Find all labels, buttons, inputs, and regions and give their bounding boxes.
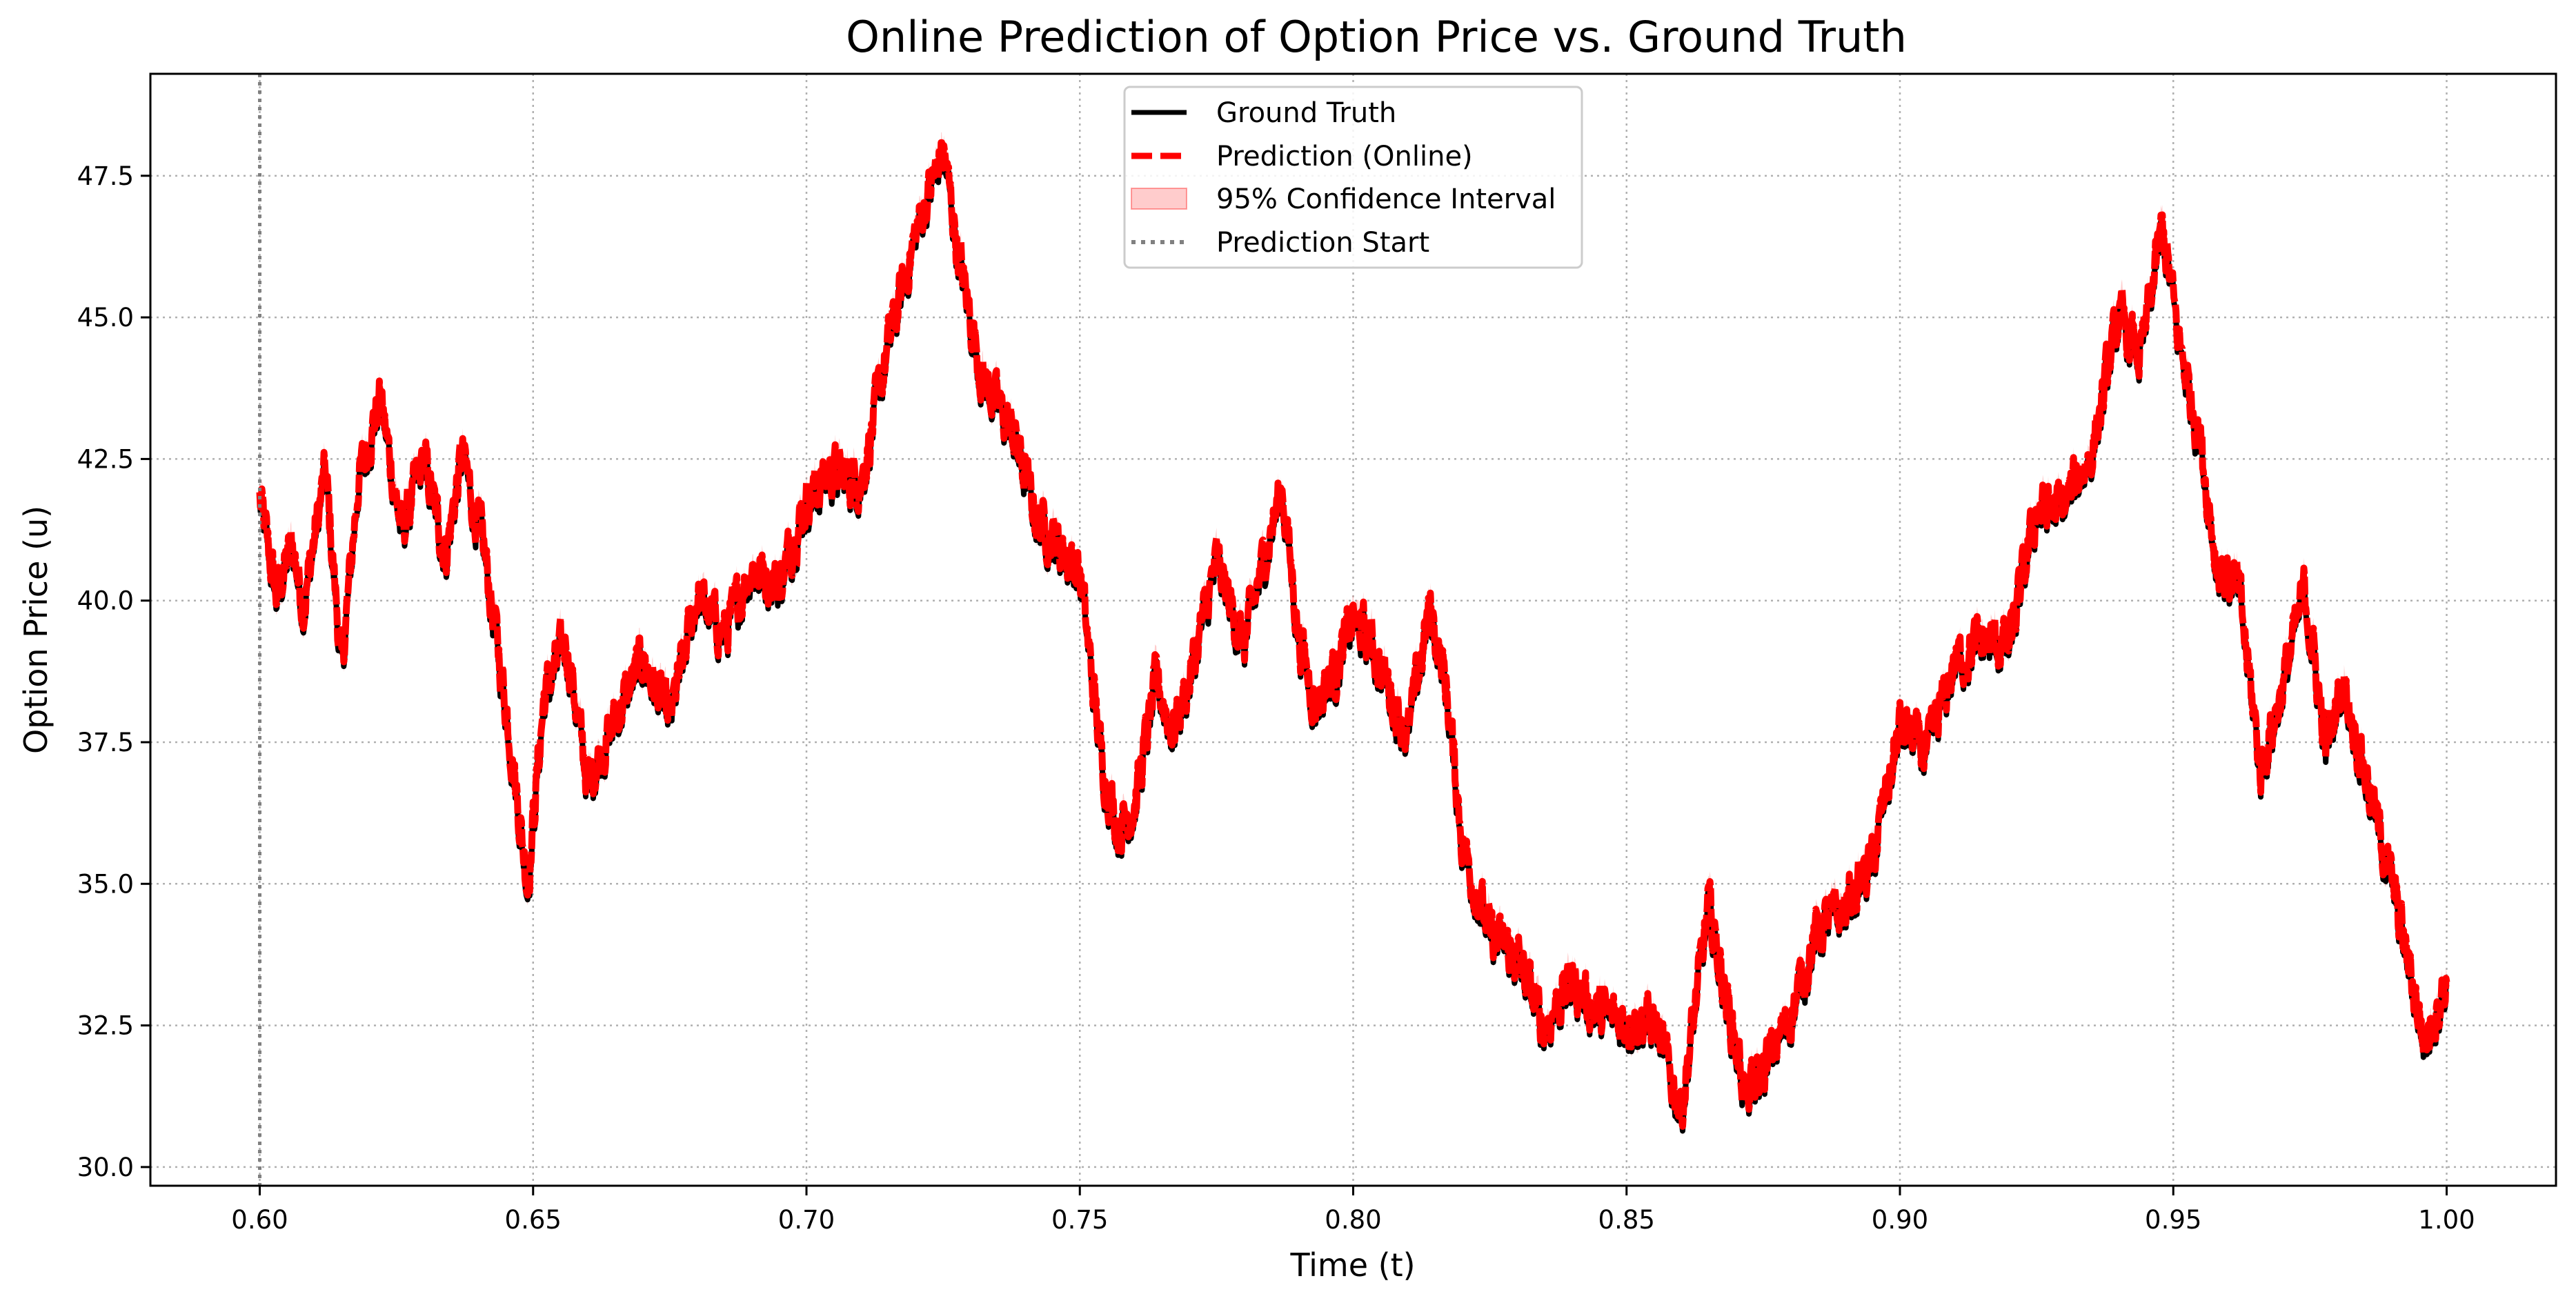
y-tick-label: 40.0 [77,586,134,616]
y-tick-label: 32.5 [77,1011,134,1041]
x-axis-label: Time (t) [1289,1246,1415,1284]
legend-label-confidence: 95% Confidence Interval [1216,183,1556,215]
x-tick-label: 0.65 [505,1205,562,1235]
x-tick-label: 0.70 [778,1205,835,1235]
y-ticks: 30.0 32.5 35.0 37.5 40.0 42.5 45.0 47.5 [77,161,150,1182]
y-axis-label: Option Price (u) [17,506,55,754]
x-tick-label: 0.85 [1598,1205,1655,1235]
legend: Ground Truth Prediction (Online) 95% Con… [1123,86,1583,269]
prediction-line [256,139,2450,1130]
y-tick-label: 37.5 [77,728,134,757]
x-tick-label: 0.60 [231,1205,288,1235]
y-tick-label: 30.0 [77,1153,134,1182]
x-ticks: 0.60 0.65 0.70 0.75 0.80 0.85 0.90 0.95 1.00 [231,1186,2475,1235]
y-tick-label: 42.5 [77,444,134,474]
y-tick-label: 47.5 [77,161,134,191]
y-tick-label: 45.0 [77,303,134,332]
legend-frame [1123,86,1583,269]
x-tick-label: 0.80 [1325,1205,1381,1235]
x-tick-label: 0.75 [1051,1205,1108,1235]
chart-title: Online Prediction of Option Price vs. Gr… [846,12,1907,62]
y-tick-label: 35.0 [77,869,134,899]
legend-label-ground-truth: Ground Truth [1216,97,1396,129]
legend-label-prediction: Prediction (Online) [1216,141,1473,172]
series-lines [256,139,2450,1134]
legend-swatch-confidence [1131,188,1187,210]
legend-label-prediction-start: Prediction Start [1216,227,1429,259]
x-tick-label: 0.95 [2145,1205,2201,1235]
x-tick-label: 1.00 [2418,1205,2475,1235]
x-tick-label: 0.90 [1872,1205,1928,1235]
